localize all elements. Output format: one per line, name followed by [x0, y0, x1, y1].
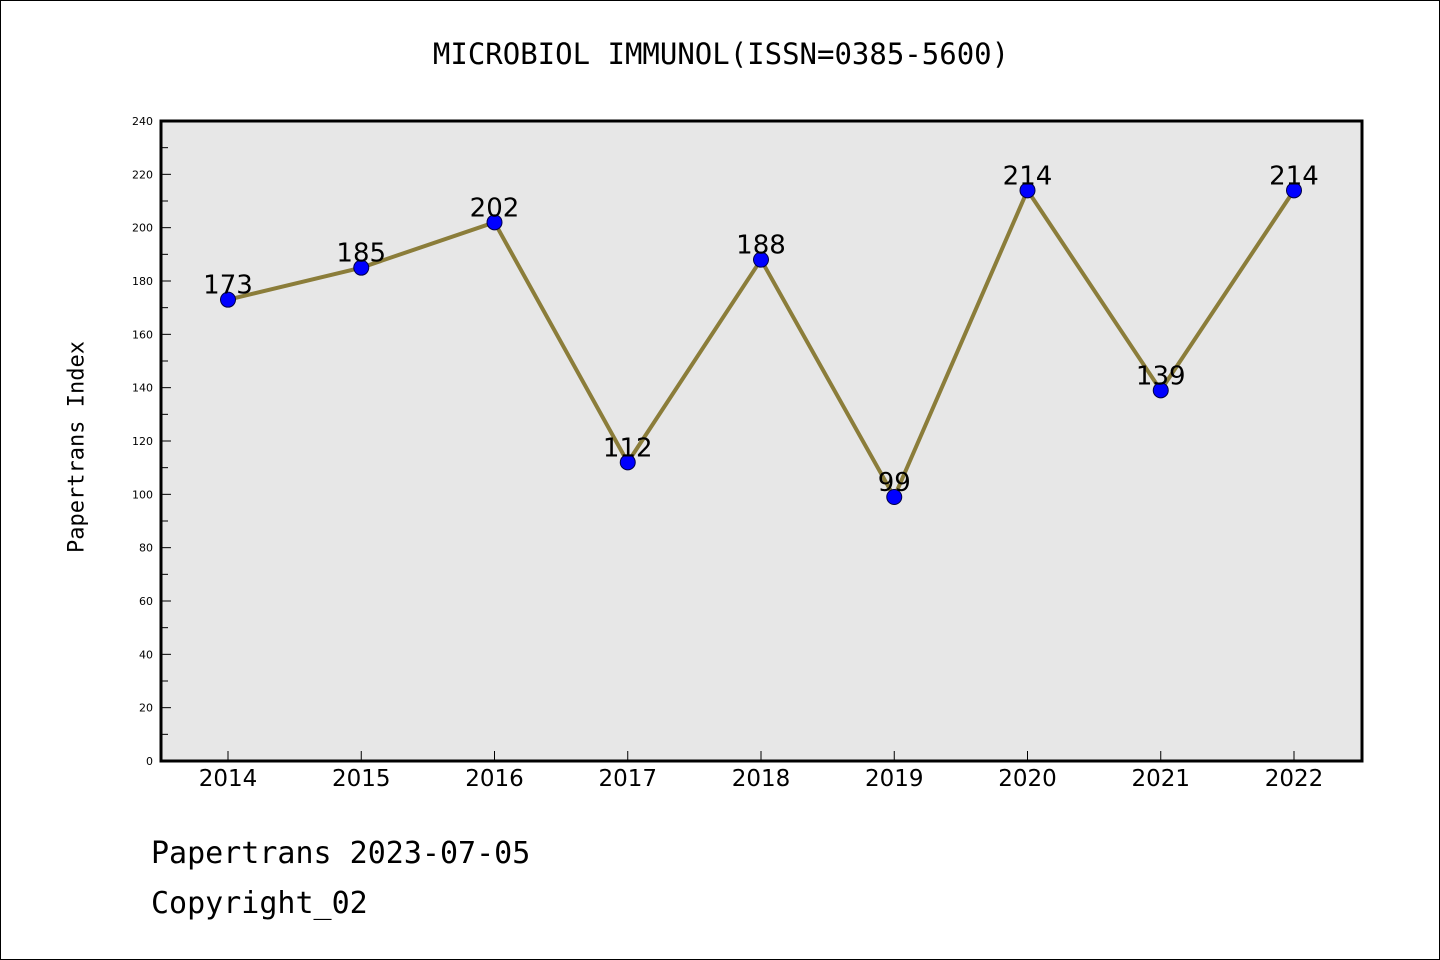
data-label: 185: [336, 239, 386, 269]
y-tick-label: 0: [146, 755, 153, 768]
y-tick-label: 200: [132, 222, 153, 235]
data-label: 99: [878, 468, 911, 498]
y-tick-label: 40: [139, 648, 153, 661]
y-tick-label: 160: [132, 328, 153, 341]
data-label: 188: [736, 231, 786, 261]
y-tick-label: 100: [132, 488, 153, 501]
data-point: [753, 251, 769, 268]
chart-title: MICROBIOL IMMUNOL(ISSN=0385-5600): [432, 37, 1010, 71]
footer-date: Papertrans 2023-07-05: [151, 836, 531, 871]
x-tick-label: 2021: [1131, 766, 1190, 792]
x-tick-label: 2019: [865, 766, 924, 792]
data-point: [1019, 182, 1036, 199]
data-label: 214: [1269, 161, 1319, 191]
y-tick-label: 140: [132, 382, 153, 395]
y-tick-label: 220: [132, 168, 153, 181]
data-point: [1152, 382, 1169, 399]
footer-copyright: Copyright_02: [151, 886, 368, 921]
data-point: [619, 454, 636, 471]
y-tick-label: 80: [139, 542, 153, 555]
data-label: 173: [203, 271, 253, 301]
y-tick-label: 20: [139, 702, 153, 715]
x-tick-label: 2016: [465, 766, 524, 792]
data-point: [353, 259, 370, 276]
y-tick-label: 240: [132, 115, 153, 128]
x-tick-label: 2020: [998, 766, 1057, 792]
data-label: 139: [1136, 361, 1186, 391]
y-tick-label: 180: [132, 275, 153, 288]
plot-area: [161, 121, 1362, 761]
y-tick-label: 60: [139, 595, 153, 608]
data-point: [486, 214, 503, 231]
x-tick-label: 2022: [1265, 766, 1324, 792]
data-point: [886, 489, 903, 505]
data-label: 214: [1003, 161, 1053, 191]
x-tick-label: 2014: [199, 766, 258, 792]
data-label: 112: [603, 433, 653, 463]
data-point: [220, 291, 236, 308]
x-tick-label: 2017: [598, 766, 657, 792]
y-tick-label: 120: [132, 435, 153, 448]
x-tick-label: 2018: [732, 766, 791, 792]
x-tick-label: 2015: [332, 766, 391, 792]
plot-frame: [159, 119, 1364, 763]
data-point: [1286, 182, 1302, 199]
data-label: 202: [470, 193, 520, 223]
